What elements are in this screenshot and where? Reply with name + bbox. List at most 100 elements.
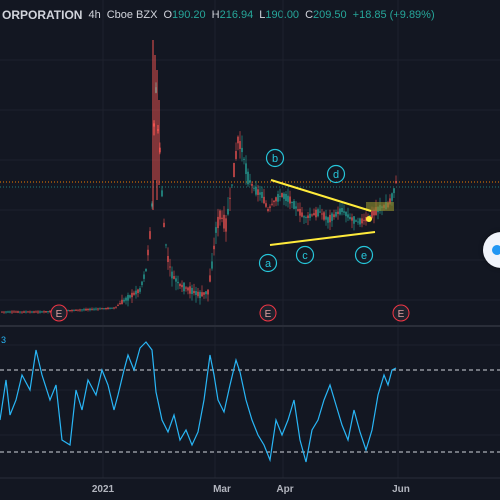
candle-body	[131, 292, 133, 298]
candle-body	[209, 275, 211, 282]
candle-body	[309, 213, 311, 218]
candle-body	[221, 217, 223, 219]
candle-body	[283, 193, 285, 199]
candle-body	[113, 307, 115, 309]
candle-body	[393, 188, 395, 194]
candle-body	[27, 311, 29, 313]
time-axis[interactable]: 2021 Mar Apr Jun	[92, 484, 410, 495]
candle-body	[223, 214, 225, 229]
candle-body	[13, 311, 15, 313]
elliott-wave-labels[interactable]: a b c d e	[258, 148, 374, 273]
candle-body	[229, 197, 231, 199]
wave-label-c[interactable]: c	[295, 245, 315, 265]
time-label-mar: Mar	[213, 484, 231, 495]
candle-body	[21, 311, 23, 313]
breakout-zone	[366, 202, 394, 211]
candle-body	[307, 215, 309, 218]
candle-body	[345, 211, 347, 217]
candle-body	[145, 268, 147, 272]
wave-label-d[interactable]: d	[326, 164, 346, 184]
change-value: +18.85 (+9.89%)	[352, 9, 435, 21]
candle-body	[29, 311, 31, 313]
candle-body	[101, 308, 103, 310]
candle-body	[285, 194, 287, 201]
candle-body	[71, 309, 73, 311]
close-value: 209.50	[313, 9, 347, 21]
earnings-event-2[interactable]: E	[259, 304, 277, 322]
candle-body	[273, 200, 275, 203]
candle-body	[235, 151, 237, 159]
earnings-event-3[interactable]: E	[392, 304, 410, 322]
wave-label-a[interactable]: a	[258, 253, 278, 273]
candle-body	[125, 297, 127, 301]
candle-body	[115, 306, 117, 308]
candle-body	[103, 308, 105, 310]
interval[interactable]: 4h	[88, 9, 101, 21]
candle-body	[67, 310, 69, 312]
candle-body	[155, 87, 157, 93]
candle-body	[15, 311, 17, 313]
candle-body	[255, 186, 257, 195]
candle-body	[153, 123, 155, 127]
candle-body	[167, 255, 169, 263]
candle-body	[25, 311, 27, 313]
candle-body	[117, 304, 119, 306]
candle-body	[143, 274, 145, 279]
candle-body	[89, 308, 91, 311]
low-label: L	[259, 9, 266, 21]
candle-body	[291, 202, 293, 203]
candle-body	[363, 219, 365, 221]
wave-label-e[interactable]: e	[354, 245, 374, 265]
candle-body	[329, 214, 331, 223]
candle-body	[129, 295, 131, 298]
candle-body	[219, 210, 221, 220]
wave-circle	[258, 253, 278, 273]
scroll-to-realtime-button[interactable]	[483, 232, 500, 268]
wave-circle	[354, 245, 374, 265]
candle-body	[331, 213, 333, 221]
indicator-label: 3	[1, 335, 6, 345]
candle-body	[269, 206, 271, 208]
candle-body	[197, 291, 199, 297]
candle-body	[215, 227, 217, 233]
candle-body	[287, 195, 289, 202]
symbol-name[interactable]: ORPORATION	[2, 8, 83, 22]
candle-body	[163, 222, 165, 228]
candle-body	[47, 311, 49, 313]
candle-body	[319, 211, 321, 213]
candle-body	[139, 288, 141, 292]
candle-body	[337, 211, 339, 215]
candle-body	[335, 212, 337, 217]
candle-body	[369, 215, 371, 217]
triangle-trendlines[interactable]	[269, 179, 376, 246]
candle-body	[79, 309, 81, 311]
upper-trendline[interactable]	[270, 179, 372, 212]
candle-body	[193, 290, 195, 294]
candle-body	[45, 310, 47, 313]
candle-body	[123, 299, 125, 302]
candle-body	[185, 287, 187, 289]
candle-body	[205, 291, 207, 295]
candle-body	[297, 209, 299, 211]
candle-body	[321, 213, 323, 215]
candle-body	[217, 216, 219, 229]
candle-body	[7, 311, 9, 313]
wave-label-b[interactable]: b	[265, 148, 285, 168]
oscillator-line	[0, 341, 397, 463]
candle-body	[187, 287, 189, 291]
event-circle	[259, 304, 277, 322]
candle-body	[175, 278, 177, 282]
candle-body	[315, 209, 317, 218]
candle-body	[87, 309, 89, 311]
candle-body	[203, 292, 205, 295]
candle-body	[317, 209, 319, 217]
candle-body	[353, 216, 355, 224]
candle-body	[227, 208, 229, 215]
candle-body	[371, 210, 373, 218]
earnings-event-1[interactable]: E	[50, 304, 68, 322]
lower-trendline[interactable]	[269, 231, 376, 246]
candle-body	[39, 311, 41, 313]
candle-body	[177, 281, 179, 284]
